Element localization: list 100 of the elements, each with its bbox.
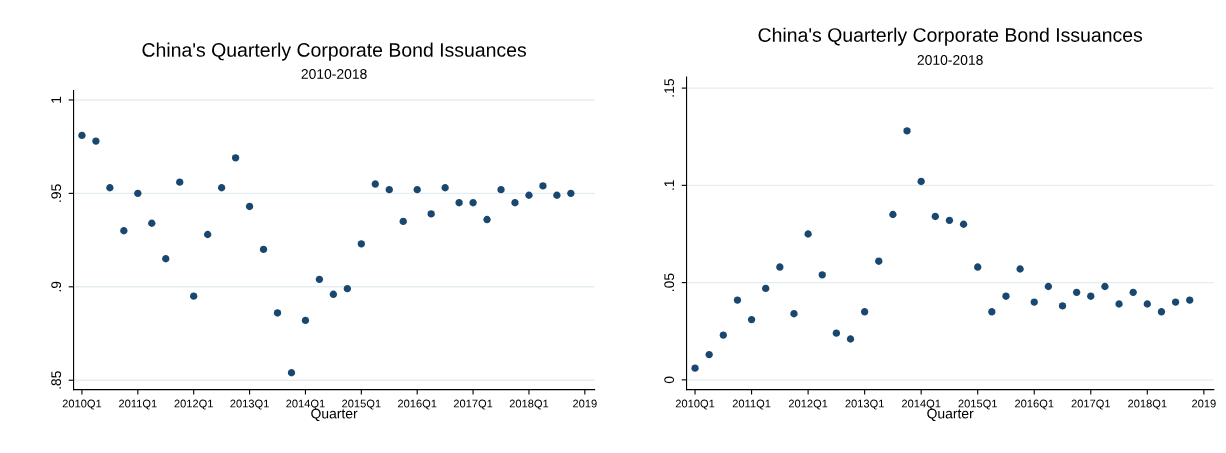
- x-tick-label: 2018Q1: [509, 399, 549, 410]
- point: [287, 369, 296, 377]
- point: [733, 296, 742, 304]
- point: [959, 220, 968, 228]
- point: [1101, 282, 1109, 291]
- point: [804, 230, 812, 238]
- x-tick-label: 2014Q1: [901, 399, 941, 410]
- x-axis-title: Quarter: [927, 408, 974, 421]
- y-tick-label: .15: [664, 79, 675, 97]
- point: [134, 189, 142, 198]
- point: [455, 199, 463, 207]
- point: [553, 191, 561, 199]
- x-axis-title: Quarter: [311, 408, 358, 421]
- point: [245, 202, 254, 211]
- point: [1115, 300, 1123, 308]
- y-tick-label: 0: [664, 376, 675, 384]
- point: [705, 350, 713, 359]
- point: [974, 263, 982, 271]
- point: [719, 331, 727, 339]
- x-tick-label: 2016Q1: [397, 399, 437, 410]
- x-tick-label: 2015Q1: [958, 399, 997, 410]
- point: [1129, 288, 1137, 296]
- x-tick-label: 2014Q1: [286, 399, 325, 410]
- x-tick-label: 2013Q1: [230, 399, 269, 410]
- point: [176, 178, 184, 186]
- point: [315, 275, 324, 284]
- y-tick-label: .85: [51, 371, 62, 389]
- point: [691, 364, 699, 372]
- point: [776, 263, 784, 271]
- point: [1157, 308, 1166, 316]
- point: [747, 315, 756, 324]
- chart-subtitle: 2010-2018: [301, 69, 367, 79]
- point: [385, 185, 393, 194]
- x-tick-label: 2015Q1: [342, 399, 381, 410]
- point: [329, 290, 338, 298]
- point: [441, 184, 449, 192]
- point: [1171, 298, 1180, 306]
- point: [1186, 296, 1194, 304]
- point: [399, 217, 407, 226]
- point: [497, 185, 505, 194]
- point: [78, 131, 86, 140]
- point: [511, 199, 519, 207]
- y-tick-label: .05: [664, 273, 675, 291]
- point: [259, 245, 268, 254]
- x-tick-label: 2012Q1: [788, 399, 828, 410]
- point: [790, 310, 798, 318]
- x-tick-label: 2017Q1: [1071, 399, 1111, 410]
- y-tick-label: 1: [51, 96, 61, 103]
- point: [203, 230, 212, 239]
- point: [120, 227, 128, 235]
- x-tick-label: 2018Q1: [1128, 399, 1167, 410]
- x-tick-label: 2017Q1: [453, 399, 493, 410]
- point: [469, 199, 477, 207]
- point: [371, 180, 379, 188]
- x-tick-label: 2016Q1: [1015, 399, 1054, 410]
- point: [988, 308, 996, 316]
- point: [217, 184, 226, 192]
- chart-title: China's Quarterly Corporate Bond Issuances: [142, 42, 527, 61]
- point: [1087, 292, 1095, 300]
- point: [1058, 302, 1067, 310]
- point: [357, 240, 365, 248]
- point: [231, 154, 240, 162]
- point: [1044, 282, 1053, 291]
- point: [832, 329, 841, 337]
- x-tick-label: 2012Q1: [174, 399, 213, 410]
- point: [875, 257, 883, 265]
- point: [860, 308, 869, 316]
- point: [190, 292, 198, 300]
- point: [931, 212, 939, 221]
- x-tick-label: 2010Q1: [675, 399, 715, 410]
- point: [525, 191, 533, 199]
- point: [273, 309, 282, 317]
- y-tick-label: .95: [51, 184, 62, 202]
- point: [148, 219, 156, 227]
- point: [818, 271, 826, 279]
- x-tick-label: 2010Q1: [62, 399, 102, 410]
- x-tick-label: 2011Q1: [732, 399, 771, 410]
- x-tick-label: 2011Q1: [119, 399, 157, 410]
- point: [413, 185, 421, 194]
- point: [762, 284, 770, 293]
- point: [846, 335, 855, 343]
- point: [1002, 292, 1010, 300]
- y-tick-label: .1: [664, 180, 674, 190]
- point: [1143, 300, 1151, 308]
- point: [1030, 298, 1038, 306]
- point: [567, 189, 575, 198]
- point: [427, 210, 435, 218]
- chart-subtitle: 2010-2018: [917, 55, 983, 65]
- x-tick-label: 2013Q1: [845, 399, 884, 410]
- chart-title: China's Quarterly Corporate Bond Issuances: [758, 27, 1143, 46]
- x-tick-label: 2019: [1192, 399, 1216, 408]
- y-tick-label: .9: [51, 281, 62, 292]
- point: [539, 182, 547, 190]
- point: [945, 216, 954, 225]
- point: [301, 316, 310, 325]
- point: [1016, 265, 1024, 273]
- point: [917, 177, 925, 186]
- point: [1072, 288, 1081, 296]
- point: [92, 137, 100, 145]
- point: [903, 127, 911, 135]
